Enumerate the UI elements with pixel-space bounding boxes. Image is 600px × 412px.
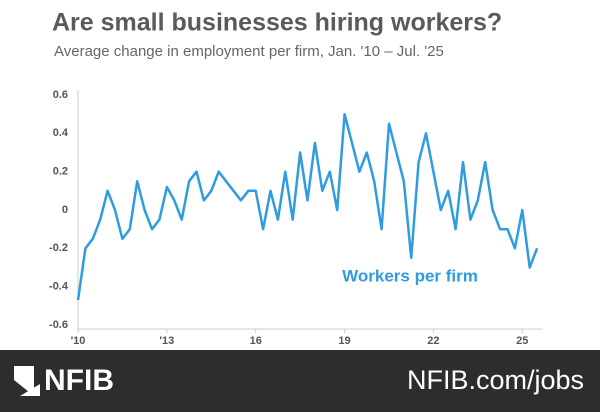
footer-brand: NFIB <box>44 364 114 397</box>
footer-bar <box>0 350 600 412</box>
logo-icon <box>20 366 40 396</box>
footer-url: NFIB.com/jobs <box>407 365 584 395</box>
y-tick-label: 0.2 <box>53 166 68 178</box>
x-tick-label: 16 <box>250 335 262 347</box>
y-tick-label: 0 <box>62 204 68 216</box>
chart-subtitle: Average change in employment per firm, J… <box>54 43 444 60</box>
y-tick-label: -0.2 <box>49 242 68 254</box>
y-tick-label: -0.6 <box>49 319 68 331</box>
y-tick-label: -0.4 <box>49 281 69 293</box>
chart-title: Are small businesses hiring workers? <box>52 9 502 37</box>
x-tick-label: 22 <box>427 335 439 347</box>
y-tick-label: 0.6 <box>53 89 68 101</box>
x-tick-label: '13 <box>159 335 174 347</box>
x-tick-label: 25 <box>516 335 528 347</box>
series-line <box>76 112 539 301</box>
y-tick-label: 0.4 <box>53 127 69 139</box>
logo-icon <box>14 366 34 396</box>
x-tick-label: 19 <box>338 335 350 347</box>
x-tick-label: '10 <box>71 335 86 347</box>
series-label: Workers per firm <box>342 266 478 285</box>
